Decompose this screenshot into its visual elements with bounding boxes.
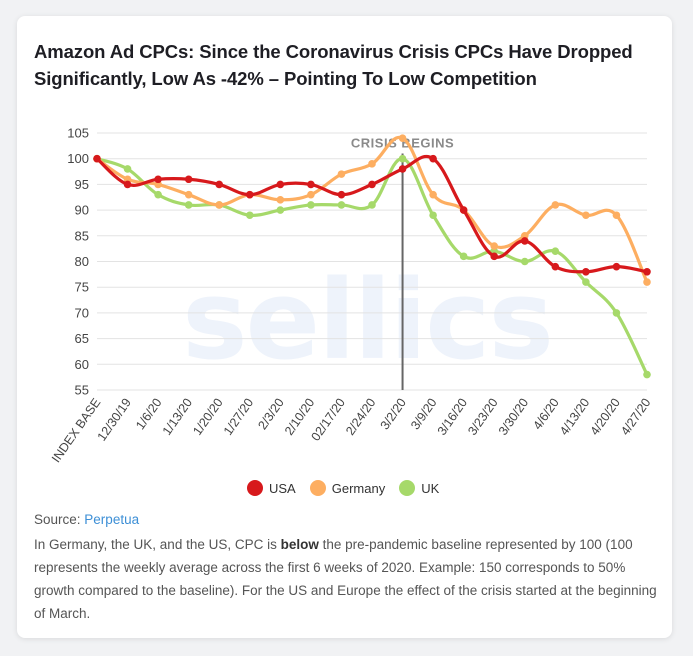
y-tick-label: 65 bbox=[75, 331, 89, 346]
y-tick-label: 80 bbox=[75, 254, 89, 269]
data-point-uk bbox=[520, 257, 529, 266]
data-point-usa bbox=[307, 180, 315, 189]
x-tick-label: 4/6/20 bbox=[530, 396, 561, 433]
note-text-2: the pre-pandemic baseline represented by… bbox=[34, 537, 657, 621]
data-point-uk bbox=[276, 206, 285, 214]
x-tick-label: 3/2/20 bbox=[378, 396, 409, 433]
data-point-uk bbox=[429, 211, 437, 220]
data-point-usa bbox=[582, 267, 590, 276]
data-point-usa bbox=[520, 237, 529, 245]
note-text-1: In Germany, the UK, and the US, CPC is bbox=[34, 537, 281, 552]
data-point-usa bbox=[551, 262, 560, 271]
data-point-germany bbox=[276, 196, 285, 204]
x-tick-label: 1/6/20 bbox=[133, 396, 164, 433]
data-point-uk bbox=[551, 247, 560, 256]
chart-card: Amazon Ad CPCs: Since the Coronavirus Cr… bbox=[17, 16, 672, 638]
data-point-uk bbox=[368, 201, 376, 209]
data-point-germany bbox=[184, 190, 193, 199]
y-tick-label: 105 bbox=[67, 126, 89, 141]
legend-item-usa[interactable]: USA bbox=[247, 480, 296, 496]
data-point-germany bbox=[398, 134, 407, 142]
x-tick-label: 4/27/20 bbox=[618, 396, 653, 438]
data-point-germany bbox=[337, 170, 346, 178]
data-point-uk bbox=[398, 154, 407, 163]
data-point-germany bbox=[551, 201, 560, 209]
data-point-uk bbox=[612, 309, 621, 317]
data-point-usa bbox=[93, 154, 101, 163]
y-tick-label: 90 bbox=[75, 203, 89, 218]
x-tick-label: 3/9/20 bbox=[408, 396, 439, 433]
data-point-usa bbox=[643, 267, 651, 276]
x-tick-label: 2/24/20 bbox=[343, 396, 378, 438]
data-point-usa bbox=[154, 175, 162, 184]
y-tick-label: 95 bbox=[75, 177, 89, 192]
x-tick-label: 1/13/20 bbox=[160, 396, 195, 438]
legend-swatch bbox=[247, 480, 263, 496]
data-point-usa bbox=[368, 180, 376, 189]
data-point-usa bbox=[184, 175, 193, 184]
data-point-usa bbox=[123, 180, 132, 189]
y-tick-label: 60 bbox=[75, 357, 89, 372]
data-point-usa bbox=[490, 252, 499, 261]
data-point-germany bbox=[368, 160, 376, 168]
data-point-germany bbox=[612, 211, 621, 220]
chart-title: Amazon Ad CPCs: Since the Coronavirus Cr… bbox=[34, 41, 633, 89]
chart-note: In Germany, the UK, and the US, CPC is b… bbox=[34, 533, 659, 625]
data-point-usa bbox=[215, 180, 224, 189]
data-point-usa bbox=[429, 154, 437, 163]
y-tick-label: 85 bbox=[75, 228, 89, 243]
x-tick-label: 3/23/20 bbox=[465, 396, 500, 438]
x-tick-label: INDEX BASE bbox=[49, 396, 104, 465]
data-point-uk bbox=[307, 201, 315, 209]
data-point-uk bbox=[123, 165, 132, 173]
y-tick-label: 55 bbox=[75, 383, 89, 398]
data-point-usa bbox=[459, 206, 468, 214]
source-line: Source: Perpetua bbox=[34, 512, 139, 527]
data-point-uk bbox=[337, 201, 346, 209]
data-point-uk bbox=[184, 201, 193, 209]
watermark-logo: sellics bbox=[182, 256, 554, 384]
x-tick-label: 3/30/20 bbox=[496, 396, 531, 438]
data-point-germany bbox=[582, 211, 590, 220]
data-point-usa bbox=[612, 262, 621, 271]
series-line-usa bbox=[95, 154, 648, 274]
y-tick-label: 75 bbox=[75, 280, 89, 295]
legend-label: Germany bbox=[331, 480, 386, 496]
data-point-usa bbox=[398, 165, 407, 173]
legend-label: USA bbox=[269, 480, 296, 496]
data-point-germany bbox=[490, 242, 499, 250]
legend-swatch bbox=[309, 480, 326, 496]
data-point-usa bbox=[337, 190, 346, 199]
legend-label: UK bbox=[421, 480, 440, 496]
crisis-label: CRISIS BEGINS bbox=[351, 135, 454, 150]
x-tick-label: 4/13/20 bbox=[557, 396, 592, 438]
data-point-germany bbox=[643, 278, 651, 286]
note-bold: below bbox=[280, 537, 319, 552]
y-tick-label: 70 bbox=[75, 305, 89, 320]
data-point-germany bbox=[429, 190, 437, 199]
data-point-uk bbox=[582, 278, 590, 286]
data-point-usa bbox=[276, 180, 285, 189]
x-tick-label: 1/20/20 bbox=[190, 396, 225, 438]
source-link[interactable]: Perpetua bbox=[84, 512, 140, 527]
legend-swatch bbox=[399, 480, 416, 496]
x-tick-label: 4/20/20 bbox=[588, 396, 623, 438]
y-tick-label: 100 bbox=[67, 151, 89, 166]
data-point-uk bbox=[154, 190, 162, 199]
data-point-germany bbox=[307, 190, 315, 199]
data-point-uk bbox=[459, 252, 468, 261]
x-tick-label: 3/16/20 bbox=[435, 396, 470, 438]
x-tick-label: 2/3/20 bbox=[255, 396, 286, 433]
data-point-uk bbox=[643, 370, 651, 379]
data-point-germany bbox=[215, 201, 224, 209]
chart-legend: USA Germany UK bbox=[247, 478, 467, 498]
legend-item-uk[interactable]: UK bbox=[399, 480, 439, 496]
source-label: Source: bbox=[34, 512, 81, 527]
legend-item-germany[interactable]: Germany bbox=[309, 480, 386, 496]
x-tick-label: 1/27/20 bbox=[221, 396, 256, 438]
data-point-usa bbox=[245, 190, 254, 199]
data-point-uk bbox=[245, 211, 254, 220]
